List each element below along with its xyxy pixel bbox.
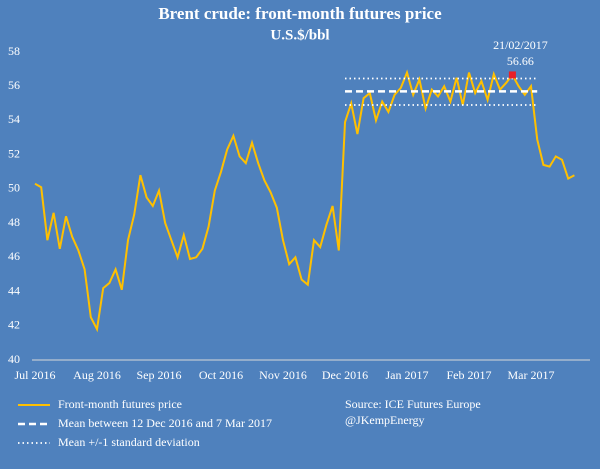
y-tick-label: 44: [8, 283, 20, 297]
y-tick-label: 52: [8, 146, 20, 160]
x-tick-label: Aug 2016: [73, 368, 121, 382]
x-tick-label: Jan 2017: [386, 368, 429, 382]
x-tick-label: Dec 2016: [322, 368, 368, 382]
y-tick-label: 42: [8, 318, 20, 332]
legend-label: Mean +/-1 standard deviation: [58, 435, 200, 449]
y-tick-label: 56: [8, 78, 20, 92]
legend-label: Front-month futures price: [58, 397, 182, 411]
x-tick-label: Oct 2016: [199, 368, 243, 382]
x-tick-label: Nov 2016: [259, 368, 307, 382]
source-text: @JKempEnergy: [345, 413, 424, 427]
legend-label: Mean between 12 Dec 2016 and 7 Mar 2017: [58, 416, 272, 430]
annotation-marker: [508, 71, 516, 79]
y-tick-label: 46: [8, 249, 20, 263]
annotation-value: 56.66: [507, 54, 534, 68]
y-tick-label: 40: [8, 352, 20, 366]
chart-subtitle: U.S.$/bbl: [270, 27, 329, 43]
x-tick-label: Jul 2016: [14, 368, 55, 382]
y-tick-label: 54: [8, 112, 20, 126]
x-tick-label: Feb 2017: [447, 368, 492, 382]
x-tick-label: Sep 2016: [137, 368, 182, 382]
x-tick-label: Mar 2017: [508, 368, 555, 382]
annotation-date: 21/02/2017: [493, 38, 548, 52]
chart-title: Brent crude: front-month futures price: [158, 4, 442, 23]
y-tick-label: 50: [8, 181, 20, 195]
y-tick-label: 48: [8, 215, 20, 229]
y-tick-label: 58: [8, 44, 20, 58]
series-line: [34, 69, 575, 333]
source-text: Source: ICE Futures Europe: [345, 397, 481, 411]
